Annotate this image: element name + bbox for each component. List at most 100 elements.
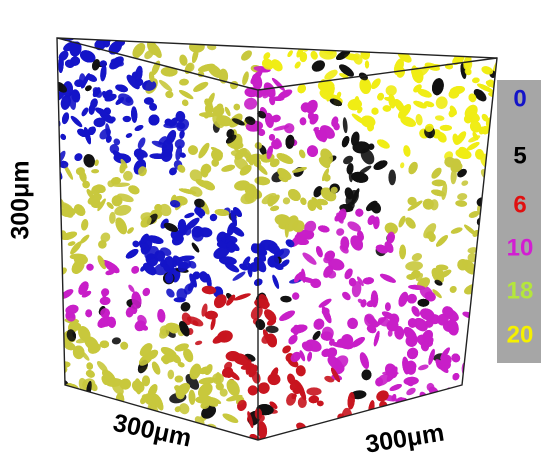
phase-speck	[323, 173, 331, 182]
phase-speck	[386, 231, 395, 244]
phase-speck	[204, 98, 213, 108]
phase-speck	[97, 255, 107, 270]
phase-speck	[452, 45, 460, 56]
phase-speck	[485, 371, 497, 379]
phase-speck	[482, 348, 491, 357]
phase-speck	[481, 126, 490, 135]
phase-speck	[339, 64, 354, 77]
phase-speck	[334, 38, 351, 44]
legend-label: 6	[513, 191, 526, 218]
phase-speck	[159, 328, 170, 339]
phase-speck	[457, 168, 467, 178]
phase-speck	[321, 306, 332, 324]
phase-speck	[181, 312, 192, 326]
phase-speck	[118, 93, 134, 106]
phase-speck	[452, 372, 460, 381]
phase-speck	[471, 314, 479, 329]
phase-speck	[57, 168, 60, 182]
phase-speck	[215, 382, 224, 391]
phase-speck	[483, 424, 495, 438]
phase-speck	[496, 412, 497, 422]
phase-speck	[483, 40, 494, 50]
phase-speck	[99, 340, 110, 349]
phase-speck	[105, 123, 111, 138]
phase-speck	[90, 199, 101, 209]
phase-speck	[75, 167, 85, 176]
phase-speck	[452, 45, 460, 56]
phase-speck	[57, 292, 63, 310]
phase-speck	[74, 79, 84, 88]
phase-speck	[483, 40, 494, 50]
phase-speck	[493, 38, 497, 39]
phase-speck	[359, 352, 369, 369]
phase-speck	[174, 406, 181, 413]
phase-speck	[320, 38, 328, 43]
phase-speck	[484, 302, 493, 312]
phase-speck	[140, 265, 146, 272]
phase-speck	[120, 158, 128, 169]
phase-speck	[469, 38, 476, 48]
phase-speck	[128, 284, 135, 293]
phase-speck	[399, 244, 406, 260]
phase-speck	[408, 161, 418, 175]
phase-speck	[66, 416, 77, 427]
phase-speck	[263, 52, 271, 60]
phase-speck	[462, 259, 477, 275]
phase-speck	[327, 356, 343, 370]
phase-speck	[480, 300, 490, 307]
phase-speck	[290, 324, 308, 334]
phase-speck	[45, 148, 55, 157]
phase-speck	[472, 332, 481, 344]
phase-speck	[206, 437, 215, 440]
phase-speck	[351, 188, 360, 204]
phase-speck	[158, 79, 173, 92]
phase-speck	[309, 113, 319, 125]
phase-speck	[385, 85, 397, 96]
phase-speck	[49, 289, 54, 297]
phase-speck	[57, 415, 59, 424]
phase-speck	[69, 41, 82, 57]
phase-speck	[179, 90, 194, 100]
phase-speck	[347, 392, 355, 410]
phase-speck	[106, 319, 112, 327]
phase-speck	[342, 38, 355, 46]
phase-speck	[358, 165, 372, 175]
phase-speck	[343, 155, 354, 165]
phase-speck	[469, 120, 482, 133]
phase-speck	[499, 381, 510, 391]
phase-speck	[477, 318, 487, 326]
phase-speck	[463, 115, 472, 124]
phase-speck	[464, 68, 472, 76]
phase-speck	[131, 266, 140, 274]
phase-speck	[291, 166, 307, 173]
phase-speck	[299, 149, 306, 159]
phase-speck	[253, 158, 262, 168]
phase-speck	[288, 188, 301, 202]
phase-speck	[445, 38, 464, 45]
phase-speck	[216, 115, 233, 127]
phase-speck	[280, 295, 292, 303]
phase-speck	[68, 392, 81, 409]
phase-speck	[284, 39, 297, 47]
phase-speck	[247, 411, 254, 428]
phase-speck	[473, 334, 483, 342]
phase-speck	[353, 420, 369, 429]
phase-speck	[117, 193, 134, 203]
phase-speck	[389, 384, 402, 391]
phase-speck	[215, 372, 222, 386]
phase-speck	[134, 124, 144, 132]
phase-speck	[57, 145, 58, 156]
phase-speck	[347, 317, 358, 329]
phase-speck	[415, 113, 423, 126]
phase-speck	[57, 270, 58, 280]
phase-speck	[113, 153, 132, 164]
phase-speck	[483, 207, 491, 216]
phase-speck	[70, 241, 82, 255]
phase-speck	[330, 186, 338, 194]
phase-speck	[106, 202, 114, 209]
phase-speck	[66, 416, 77, 427]
phase-speck	[407, 318, 418, 328]
phase-speck	[134, 46, 142, 59]
phase-speck	[254, 176, 271, 186]
phase-speck	[68, 392, 81, 409]
